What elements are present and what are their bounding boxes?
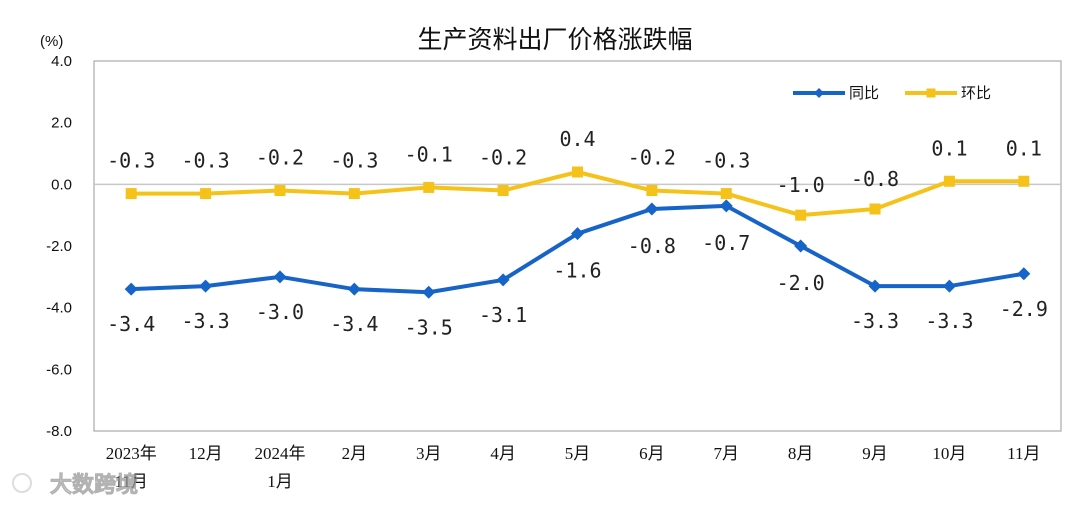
y-tick-label: 2.0: [51, 115, 72, 132]
x-tick-label: 3月: [416, 444, 442, 463]
data-point: [423, 181, 435, 193]
data-label: -0.8: [851, 167, 899, 191]
data-point: [1017, 267, 1031, 281]
data-label: -0.2: [256, 146, 304, 170]
data-label: -0.2: [479, 146, 527, 170]
x-tick-label: 5月: [565, 444, 591, 463]
y-axis-unit: (%): [40, 33, 63, 50]
data-label: -0.8: [628, 234, 676, 258]
x-tick-label: 8月: [788, 444, 814, 463]
x-tick-label: 2024年: [254, 444, 305, 463]
data-point: [572, 166, 583, 178]
data-label: -3.3: [851, 309, 899, 333]
series-group: [124, 166, 1031, 299]
y-tick-label: -6.0: [46, 361, 72, 378]
data-point: [422, 285, 436, 299]
x-axis-ticks: 2023年 11月 12月 2024年 1月 2月 3月 4月 5月 6月 7月 8月 9月 10月 11月: [106, 444, 1041, 491]
data-point: [943, 175, 955, 187]
data-point: [199, 279, 213, 293]
data-point: [497, 185, 509, 196]
data-point: [720, 188, 732, 200]
y-tick-label: -8.0: [46, 423, 72, 440]
x-tick-label: 2023年: [106, 444, 157, 463]
data-label: 0.4: [559, 127, 595, 151]
data-point: [646, 185, 658, 196]
data-point: [124, 282, 138, 296]
data-label: -0.3: [330, 149, 378, 173]
data-point: [496, 273, 510, 287]
data-label: -0.3: [107, 149, 155, 173]
data-label: -3.0: [256, 300, 304, 324]
data-point: [795, 209, 807, 221]
data-point: [942, 279, 956, 293]
data-point: [869, 203, 881, 215]
data-label: -3.3: [925, 309, 973, 333]
legend: 同比 环比: [793, 84, 991, 102]
data-point: [719, 199, 733, 213]
data-point: [347, 282, 361, 296]
x-tick-label: 1月: [267, 472, 293, 491]
x-tick-label: 6月: [639, 444, 665, 463]
x-tick-label: 9月: [862, 444, 888, 463]
data-label: -0.3: [181, 149, 229, 173]
x-tick-label: 4月: [490, 444, 516, 463]
y-tick-label: 4.0: [51, 53, 72, 70]
data-label: -0.3: [702, 149, 750, 173]
plot-frame: [93, 60, 1062, 432]
watermark-text: 大数跨境: [50, 472, 138, 498]
chart-title: 生产资料出厂价格涨跌幅: [417, 25, 692, 54]
data-point: [794, 239, 808, 253]
data-label: -2.9: [1000, 297, 1048, 321]
data-point: [125, 188, 137, 200]
data-label: -1.0: [777, 173, 825, 197]
data-label: -0.2: [628, 146, 676, 170]
data-label: 0.1: [1006, 136, 1042, 160]
x-tick-label: 12月: [189, 444, 223, 463]
data-point: [1018, 175, 1030, 187]
legend-label: 环比: [961, 84, 991, 102]
legend-label: 同比: [849, 84, 879, 102]
data-point: [645, 202, 659, 216]
y-tick-label: 0.0: [51, 176, 72, 193]
data-label: -3.4: [330, 312, 378, 336]
x-tick-label: 10月: [932, 444, 966, 463]
data-label: -2.0: [777, 271, 825, 295]
watermark: 大数跨境: [12, 472, 138, 498]
data-point: [348, 188, 360, 200]
data-labels: -3.4 -3.3 -3.0 -3.4 -3.5 -3.1 -1.6 -0.8 -0.7 -2.0…: [107, 127, 1048, 339]
data-label: -0.7: [702, 231, 750, 255]
data-label: -3.3: [181, 309, 229, 333]
data-label: -3.1: [479, 303, 527, 327]
data-label: -3.5: [405, 315, 453, 339]
x-tick-label: 11月: [1007, 444, 1040, 463]
y-axis-ticks: 4.0 2.0 0.0 -2.0 -4.0 -6.0 -8.0: [46, 53, 72, 440]
data-label: 0.1: [931, 136, 967, 160]
y-tick-label: -4.0: [46, 300, 72, 317]
data-point: [868, 279, 882, 293]
x-tick-label: 7月: [714, 444, 740, 463]
data-point: [274, 185, 286, 196]
y-tick-label: -2.0: [46, 238, 72, 255]
x-tick-label: 2月: [342, 444, 368, 463]
data-label: -3.4: [107, 312, 155, 336]
legend-marker: [926, 88, 936, 98]
data-point: [200, 188, 212, 200]
data-point: [571, 227, 584, 241]
data-label: -0.1: [405, 142, 453, 166]
legend-marker: [814, 88, 824, 98]
data-point: [273, 270, 287, 284]
watermark-logo-icon: [12, 473, 32, 493]
x-tick-label: 11月: [115, 472, 148, 491]
data-label: -1.6: [553, 259, 601, 283]
